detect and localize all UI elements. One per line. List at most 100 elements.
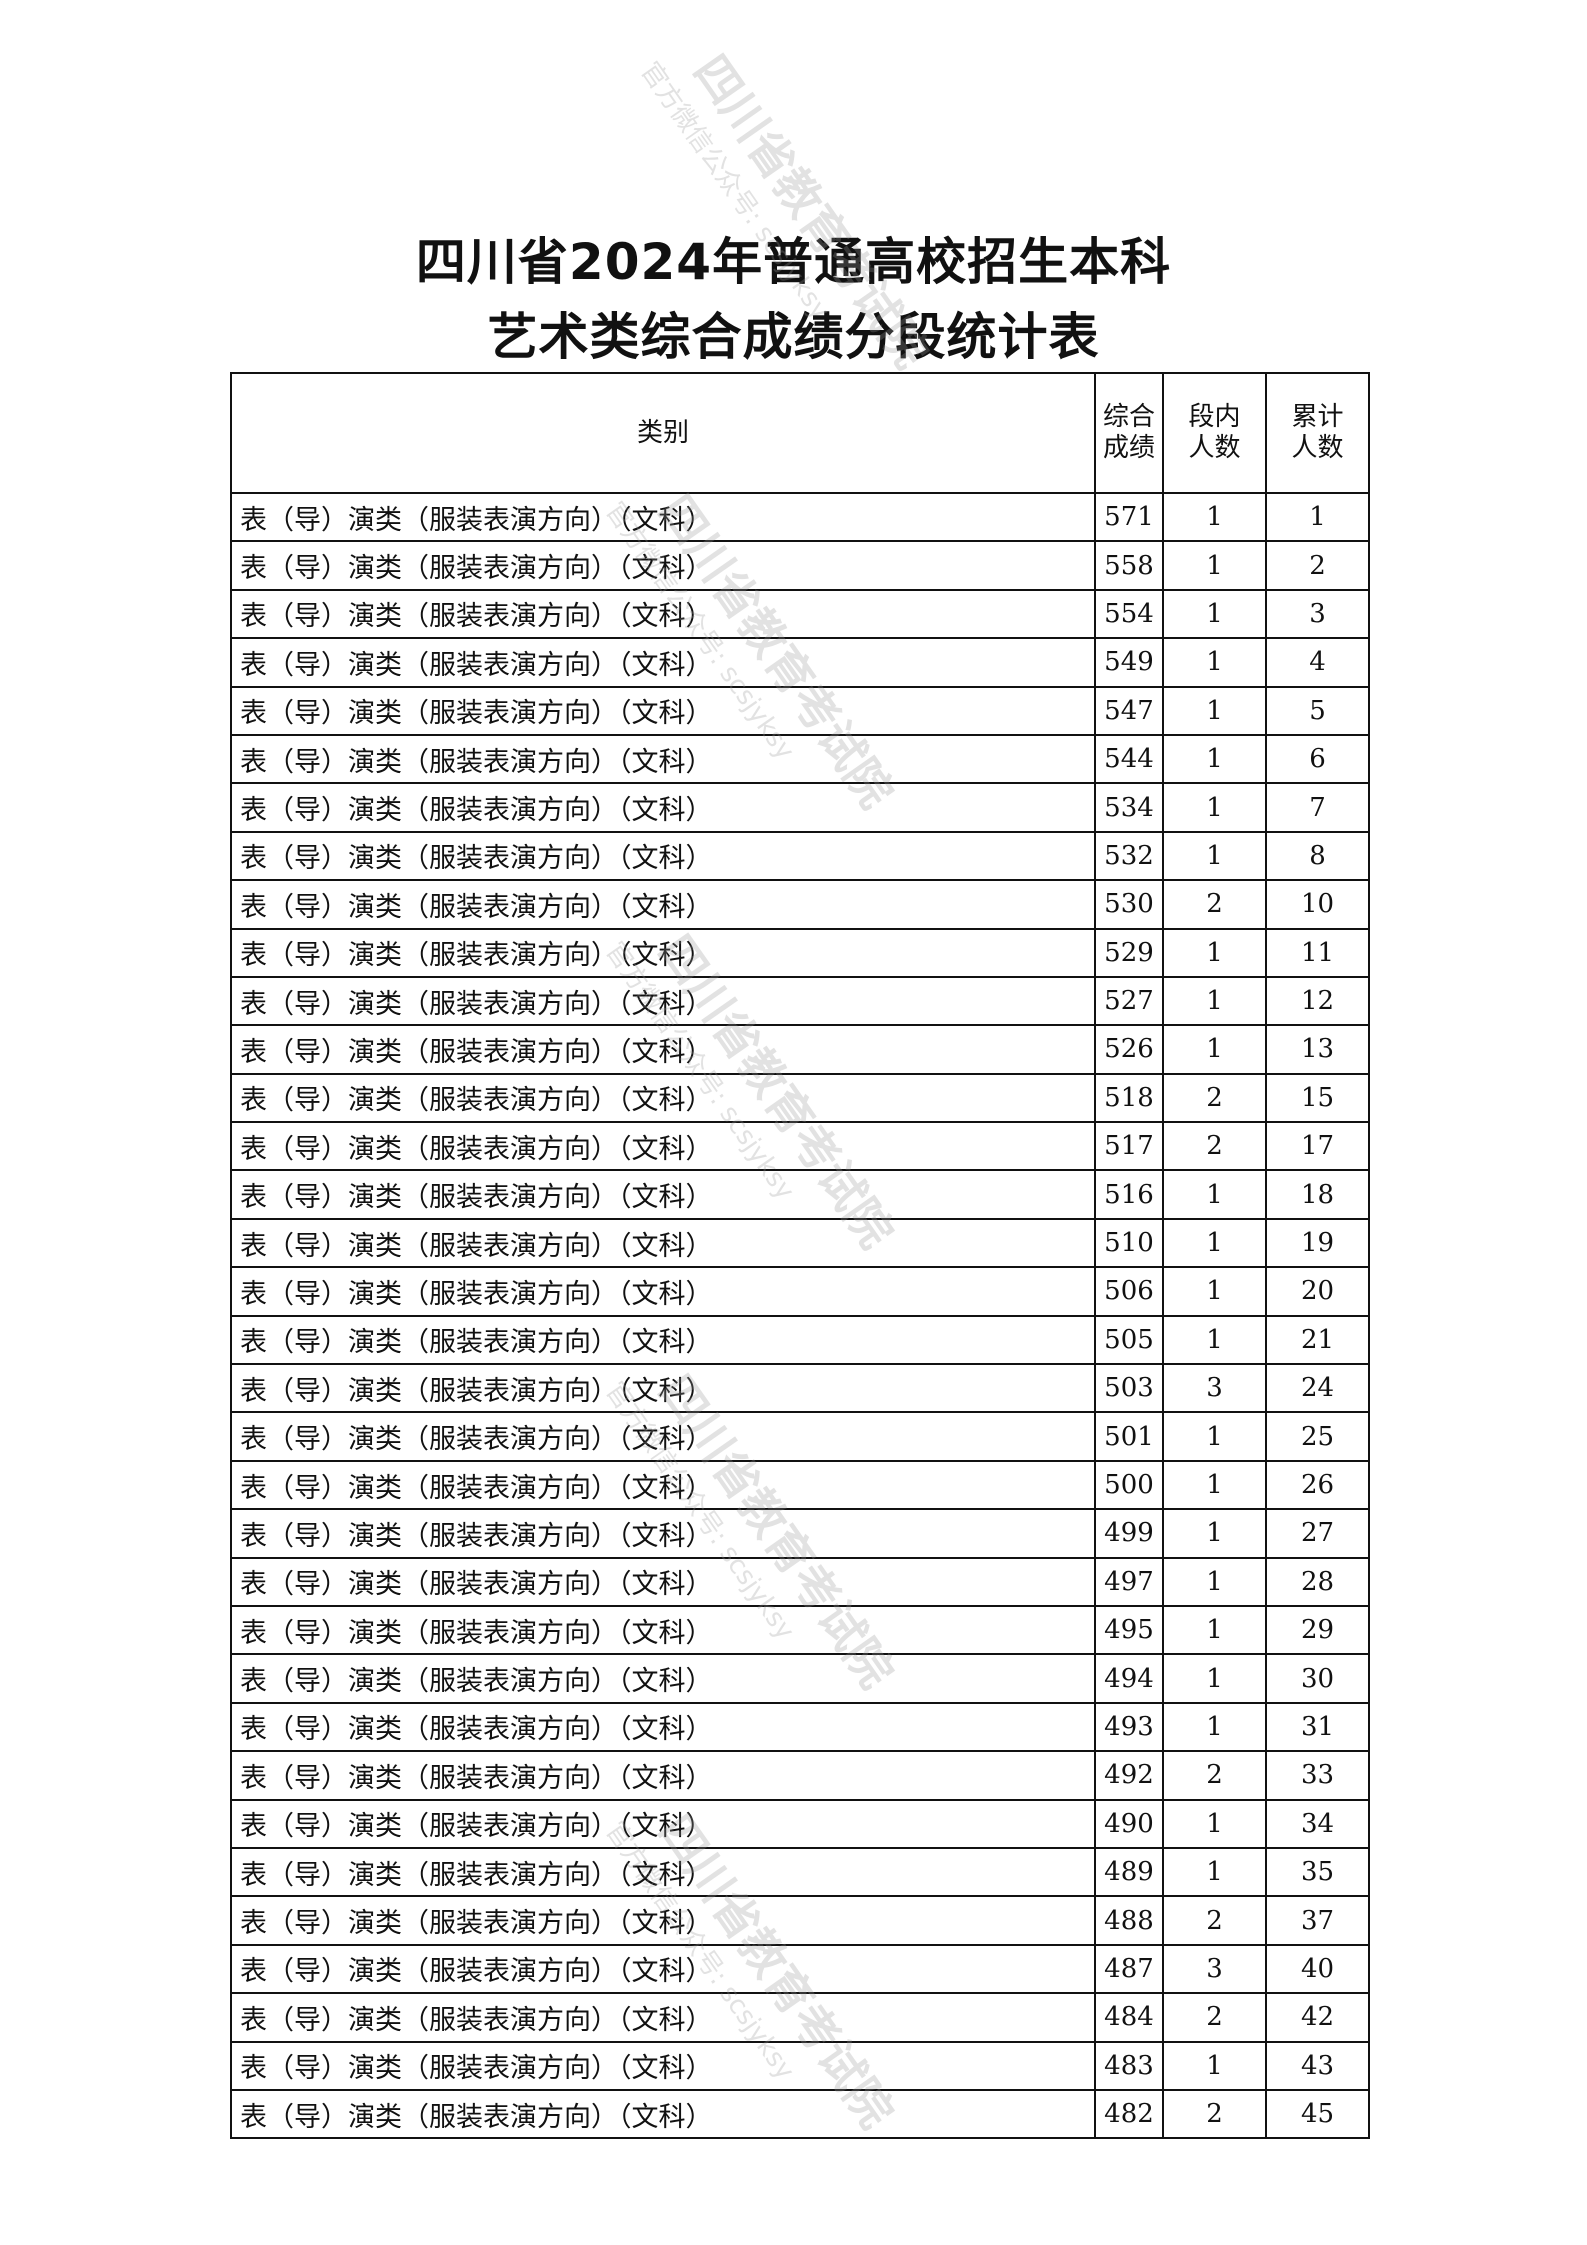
cell-segment-count: 1 (1162, 1701, 1267, 1753)
cell-score: 492 (1094, 1750, 1164, 1801)
cell-category: 表（导）演类（服装表演方向）（文科） (230, 1266, 1096, 1317)
cell-category: 表（导）演类（服装表演方向）（文科） (230, 1217, 1096, 1269)
cell-category: 表（导）演类（服装表演方向）（文科） (230, 1895, 1096, 1946)
cell-cumulative-count: 4 (1265, 637, 1370, 688)
cell-cumulative-count: 25 (1265, 1411, 1370, 1462)
cell-category: 表（导）演类（服装表演方向）（文科） (230, 1314, 1096, 1366)
cell-segment-count: 2 (1162, 1750, 1267, 1801)
table-row: 表（导）演类（服装表演方向）（文科） 510 1 19 (230, 1217, 1370, 1269)
cell-cumulative-count: 37 (1265, 1895, 1370, 1946)
header-segment-label: 段内人数 (1188, 402, 1241, 463)
cell-score: 505 (1094, 1314, 1164, 1366)
cell-category: 表（导）演类（服装表演方向）（文科） (230, 1556, 1096, 1607)
cell-category: 表（导）演类（服装表演方向）（文科） (230, 1121, 1096, 1172)
cell-segment-count: 3 (1162, 1363, 1267, 1414)
cell-segment-count: 1 (1162, 588, 1267, 640)
cell-category: 表（导）演类（服装表演方向）（文科） (230, 1459, 1096, 1511)
cell-cumulative-count: 40 (1265, 1943, 1370, 1995)
cell-score: 529 (1094, 927, 1164, 978)
cell-score: 532 (1094, 830, 1164, 882)
cell-category: 表（导）演类（服装表演方向）（文科） (230, 1508, 1096, 1559)
cell-score: 506 (1094, 1266, 1164, 1317)
cell-segment-count: 1 (1162, 975, 1267, 1027)
cell-score: 534 (1094, 782, 1164, 833)
header-score-label: 综合成绩 (1102, 402, 1155, 463)
cell-cumulative-count: 7 (1265, 782, 1370, 833)
cell-score: 497 (1094, 1556, 1164, 1607)
cell-cumulative-count: 33 (1265, 1750, 1370, 1801)
cell-cumulative-count: 1 (1265, 491, 1370, 543)
cell-segment-count: 1 (1162, 1217, 1267, 1269)
cell-category: 表（导）演类（服装表演方向）（文科） (230, 830, 1096, 882)
cell-cumulative-count: 31 (1265, 1701, 1370, 1753)
page-title-line1: 四川省2024年普通高校招生本科 (415, 233, 1172, 291)
table-row: 表（导）演类（服装表演方向）（文科） 544 1 6 (230, 733, 1370, 785)
cell-score: 558 (1094, 540, 1164, 591)
table-row: 表（导）演类（服装表演方向）（文科） 488 2 37 (230, 1895, 1370, 1946)
table-row: 表（导）演类（服装表演方向）（文科） 547 1 5 (230, 685, 1370, 736)
header-cumulative-count: 累计人数 (1265, 372, 1370, 494)
cell-cumulative-count: 26 (1265, 1459, 1370, 1511)
cell-category: 表（导）演类（服装表演方向）（文科） (230, 2040, 1096, 2091)
cell-category: 表（导）演类（服装表演方向）（文科） (230, 782, 1096, 833)
table-row: 表（导）演类（服装表演方向）（文科） 499 1 27 (230, 1508, 1370, 1559)
table-row: 表（导）演类（服装表演方向）（文科） 482 2 45 (230, 2088, 1370, 2140)
table-row: 表（导）演类（服装表演方向）（文科） 494 1 30 (230, 1653, 1370, 1704)
cell-score: 489 (1094, 1846, 1164, 1898)
table-row: 表（导）演类（服装表演方向）（文科） 483 1 43 (230, 2040, 1370, 2091)
cell-category: 表（导）演类（服装表演方向）（文科） (230, 1750, 1096, 1801)
cell-score: 510 (1094, 1217, 1164, 1269)
cell-segment-count: 1 (1162, 1169, 1267, 1220)
table-row: 表（导）演类（服装表演方向）（文科） 490 1 34 (230, 1798, 1370, 1849)
cell-score: 488 (1094, 1895, 1164, 1946)
cell-cumulative-count: 6 (1265, 733, 1370, 785)
cell-score: 484 (1094, 1992, 1164, 2043)
table-row: 表（导）演类（服装表演方向）（文科） 500 1 26 (230, 1459, 1370, 1511)
cell-cumulative-count: 8 (1265, 830, 1370, 882)
cell-score: 500 (1094, 1459, 1164, 1511)
cell-cumulative-count: 18 (1265, 1169, 1370, 1220)
header-segment-count: 段内人数 (1162, 372, 1267, 494)
cell-cumulative-count: 12 (1265, 975, 1370, 1027)
cell-segment-count: 2 (1162, 2088, 1267, 2140)
cell-score: 501 (1094, 1411, 1164, 1462)
cell-category: 表（导）演类（服装表演方向）（文科） (230, 733, 1096, 785)
cell-score: 517 (1094, 1121, 1164, 1172)
table-row: 表（导）演类（服装表演方向）（文科） 532 1 8 (230, 830, 1370, 882)
cell-cumulative-count: 27 (1265, 1508, 1370, 1559)
cell-segment-count: 1 (1162, 1314, 1267, 1366)
cell-score: 530 (1094, 879, 1164, 930)
table-row: 表（导）演类（服装表演方向）（文科） 549 1 4 (230, 637, 1370, 688)
cell-cumulative-count: 11 (1265, 927, 1370, 978)
cell-category: 表（导）演类（服装表演方向）（文科） (230, 879, 1096, 930)
cell-category: 表（导）演类（服装表演方向）（文科） (230, 1024, 1096, 1075)
table-row: 表（导）演类（服装表演方向）（文科） 492 2 33 (230, 1750, 1370, 1801)
cell-cumulative-count: 45 (1265, 2088, 1370, 2140)
cell-segment-count: 1 (1162, 540, 1267, 591)
cell-category: 表（导）演类（服装表演方向）（文科） (230, 637, 1096, 688)
table-row: 表（导）演类（服装表演方向）（文科） 518 2 15 (230, 1072, 1370, 1124)
cell-segment-count: 1 (1162, 733, 1267, 785)
cell-category: 表（导）演类（服装表演方向）（文科） (230, 491, 1096, 543)
cell-score: 547 (1094, 685, 1164, 736)
cell-category: 表（导）演类（服装表演方向）（文科） (230, 1798, 1096, 1849)
cell-score: 494 (1094, 1653, 1164, 1704)
cell-cumulative-count: 17 (1265, 1121, 1370, 1172)
cell-segment-count: 1 (1162, 491, 1267, 543)
cell-segment-count: 2 (1162, 879, 1267, 930)
cell-segment-count: 1 (1162, 685, 1267, 736)
cell-category: 表（导）演类（服装表演方向）（文科） (230, 927, 1096, 978)
cell-score: 490 (1094, 1798, 1164, 1849)
table-row: 表（导）演类（服装表演方向）（文科） 526 1 13 (230, 1024, 1370, 1075)
cell-segment-count: 1 (1162, 830, 1267, 882)
table-row: 表（导）演类（服装表演方向）（文科） 484 2 42 (230, 1992, 1370, 2043)
cell-segment-count: 1 (1162, 1459, 1267, 1511)
table-row: 表（导）演类（服装表演方向）（文科） 497 1 28 (230, 1556, 1370, 1607)
cell-cumulative-count: 35 (1265, 1846, 1370, 1898)
table-row: 表（导）演类（服装表演方向）（文科） 503 3 24 (230, 1363, 1370, 1414)
table-row: 表（导）演类（服装表演方向）（文科） 558 1 2 (230, 540, 1370, 591)
cell-category: 表（导）演类（服装表演方向）（文科） (230, 1653, 1096, 1704)
cell-segment-count: 3 (1162, 1943, 1267, 1995)
table-row: 表（导）演类（服装表演方向）（文科） 495 1 29 (230, 1604, 1370, 1656)
cell-score: 544 (1094, 733, 1164, 785)
